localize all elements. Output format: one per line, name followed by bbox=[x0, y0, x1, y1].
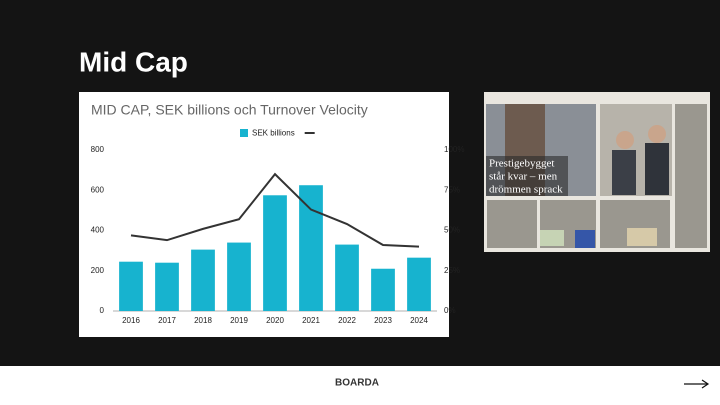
image-headline: drömmen sprack bbox=[489, 184, 563, 196]
x-tick-label: 2021 bbox=[302, 316, 320, 325]
next-arrow[interactable] bbox=[684, 379, 710, 389]
bar bbox=[263, 195, 287, 311]
y2-tick-label: 100% bbox=[444, 145, 464, 154]
chart: 0 200 400 600 800 0% 25% 50% 75% 100% 2016 2017 2018… bbox=[91, 129, 465, 326]
bar bbox=[191, 249, 215, 311]
y-tick-label: 800 bbox=[91, 145, 105, 154]
y2-tick-label: 0% bbox=[444, 306, 456, 315]
bar bbox=[371, 268, 395, 311]
slide-title: Mid Cap bbox=[79, 46, 188, 77]
bar bbox=[119, 261, 143, 311]
legend-swatch bbox=[240, 129, 248, 137]
x-tick-label: 2016 bbox=[122, 316, 140, 325]
x-tick-label: 2018 bbox=[194, 316, 212, 325]
bar bbox=[407, 257, 431, 311]
line bbox=[130, 172, 420, 248]
x-tick-label: 2017 bbox=[158, 316, 176, 325]
y2-tick-label: 25% bbox=[444, 266, 460, 275]
bar bbox=[299, 185, 323, 311]
x-tick-label: 2023 bbox=[374, 316, 392, 325]
bar bbox=[335, 244, 359, 311]
footer-logo: BOARDA bbox=[335, 378, 379, 389]
chart-title: MID CAP, SEK billions och Turnover Veloc… bbox=[91, 102, 368, 118]
y-tick-label: 200 bbox=[91, 266, 105, 275]
x-tick-label: 2019 bbox=[230, 316, 248, 325]
y-tick-label: 400 bbox=[91, 226, 105, 235]
image-headline: Prestigebygget bbox=[489, 158, 554, 170]
y-tick-label: 0 bbox=[100, 306, 105, 315]
x-tick-label: 2022 bbox=[338, 316, 356, 325]
newspaper-image: Prestigebygget står kvar – men drömmen s… bbox=[484, 92, 710, 252]
x-tick-label: 2024 bbox=[410, 316, 428, 325]
bar bbox=[155, 262, 179, 311]
x-tick-label: 2020 bbox=[266, 316, 284, 325]
image-headline: står kvar – men bbox=[489, 171, 558, 183]
y2-tick-label: 50% bbox=[444, 226, 460, 235]
footer-bar bbox=[0, 366, 720, 405]
y-tick-label: 600 bbox=[91, 185, 105, 194]
bar bbox=[227, 242, 251, 311]
legend-label: SEK billions bbox=[252, 129, 295, 138]
y2-tick-label: 75% bbox=[444, 185, 460, 194]
